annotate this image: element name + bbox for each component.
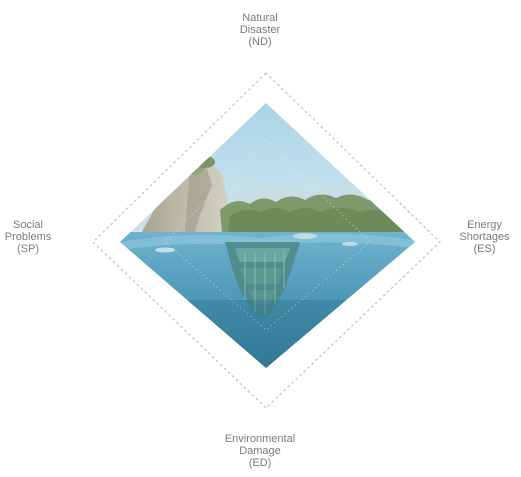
label-left-line2: Problems	[4, 231, 52, 243]
label-bottom-line1: Environmental	[224, 433, 296, 445]
label-bottom-line2: Damage	[239, 445, 281, 457]
label-bottom-line3: (ED)	[248, 457, 272, 469]
outer-dotted-diamond	[91, 72, 442, 409]
label-left-line3: (SP)	[17, 243, 39, 255]
label-left-line1: Social	[13, 219, 43, 231]
label-right-line2: Shortages	[459, 231, 510, 243]
label-top-line2: Disaster	[239, 24, 281, 36]
label-right-line1: Energy	[467, 219, 502, 231]
floating-island-illustration	[120, 103, 415, 368]
label-top-line1: Natural	[242, 12, 278, 24]
label-top-line3: (ND)	[248, 36, 272, 48]
label-environmental-damage: Environmental Damage (ED)	[190, 433, 330, 469]
label-energy-shortages: Energy Shortages (ES)	[448, 219, 521, 255]
floating-structure	[225, 242, 300, 318]
label-right-line3: (ES)	[473, 243, 496, 255]
label-natural-disaster: Natural Disaster (ND)	[205, 12, 315, 48]
label-social-problems: Social Problems (SP)	[0, 219, 56, 255]
inner-dotted-diamond	[164, 139, 371, 331]
